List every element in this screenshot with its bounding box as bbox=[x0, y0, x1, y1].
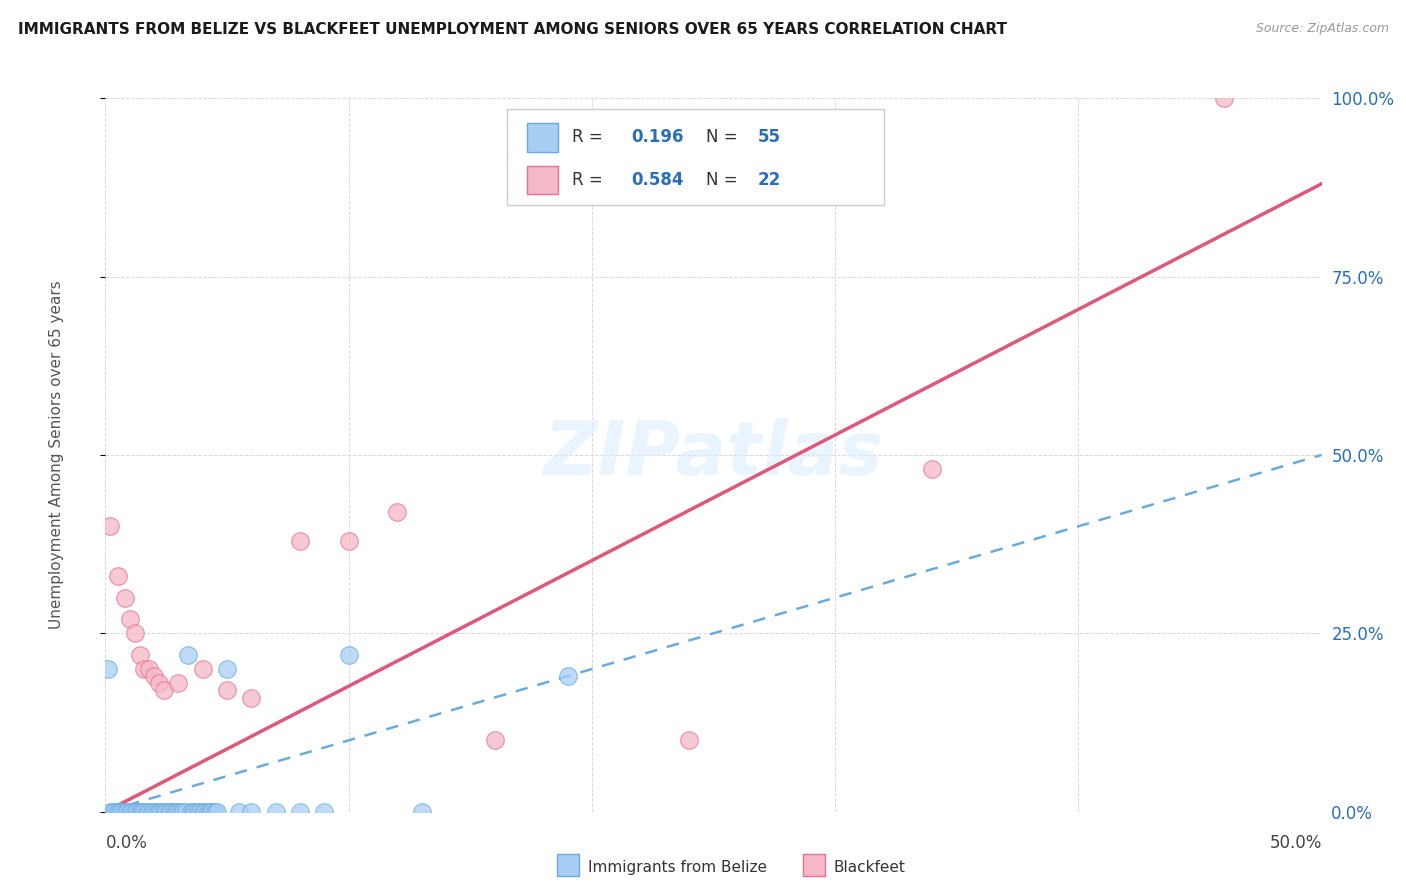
Point bbox=[162, 805, 184, 819]
Text: 22: 22 bbox=[758, 171, 780, 189]
Point bbox=[217, 683, 239, 698]
Text: IMMIGRANTS FROM BELIZE VS BLACKFEET UNEMPLOYMENT AMONG SENIORS OVER 65 YEARS COR: IMMIGRANTS FROM BELIZE VS BLACKFEET UNEM… bbox=[18, 22, 1007, 37]
Point bbox=[124, 626, 146, 640]
Point bbox=[157, 805, 180, 819]
Point bbox=[125, 805, 148, 819]
Point bbox=[114, 591, 136, 605]
Text: Blackfeet: Blackfeet bbox=[834, 860, 905, 874]
Point bbox=[198, 805, 221, 819]
Text: 55: 55 bbox=[758, 128, 780, 146]
Point bbox=[150, 805, 173, 819]
Point bbox=[138, 805, 160, 819]
Point bbox=[184, 805, 207, 819]
Point bbox=[177, 648, 200, 662]
Point bbox=[118, 612, 141, 626]
Text: N =: N = bbox=[706, 128, 744, 146]
Point bbox=[172, 805, 194, 819]
Point bbox=[204, 805, 226, 819]
Point bbox=[484, 733, 506, 747]
Point bbox=[314, 805, 336, 819]
Text: R =: R = bbox=[572, 171, 609, 189]
Point bbox=[134, 662, 156, 676]
Point bbox=[141, 805, 163, 819]
Point bbox=[143, 669, 166, 683]
Point bbox=[264, 805, 287, 819]
Text: R =: R = bbox=[572, 128, 609, 146]
Point bbox=[288, 533, 311, 548]
Point bbox=[118, 805, 141, 819]
Point bbox=[921, 462, 943, 476]
Text: N =: N = bbox=[706, 171, 744, 189]
Y-axis label: Unemployment Among Seniors over 65 years: Unemployment Among Seniors over 65 years bbox=[49, 281, 65, 629]
Point bbox=[167, 805, 190, 819]
Point bbox=[188, 805, 211, 819]
Point bbox=[111, 805, 134, 819]
Point bbox=[165, 805, 187, 819]
Point bbox=[104, 805, 127, 819]
Point bbox=[145, 805, 167, 819]
Point bbox=[124, 805, 146, 819]
Point bbox=[148, 805, 170, 819]
Point bbox=[131, 805, 153, 819]
Point bbox=[240, 690, 263, 705]
Text: 50.0%: 50.0% bbox=[1270, 834, 1322, 852]
Point bbox=[101, 805, 124, 819]
Point bbox=[678, 733, 700, 747]
Point bbox=[114, 805, 136, 819]
Point bbox=[121, 805, 143, 819]
Text: 0.584: 0.584 bbox=[631, 171, 683, 189]
Point bbox=[138, 662, 160, 676]
FancyBboxPatch shape bbox=[527, 166, 558, 194]
Point bbox=[134, 805, 156, 819]
Point bbox=[181, 805, 204, 819]
Point bbox=[107, 805, 129, 819]
FancyBboxPatch shape bbox=[527, 123, 558, 152]
Point bbox=[160, 805, 183, 819]
Point bbox=[337, 648, 360, 662]
Point bbox=[98, 805, 121, 819]
Point bbox=[557, 669, 579, 683]
Point bbox=[217, 662, 239, 676]
Point bbox=[98, 519, 121, 533]
Point bbox=[143, 805, 166, 819]
Point bbox=[191, 662, 214, 676]
Point bbox=[240, 805, 263, 819]
Point bbox=[108, 805, 131, 819]
Point bbox=[201, 805, 224, 819]
Point bbox=[228, 805, 250, 819]
Point bbox=[97, 662, 120, 676]
Text: Source: ZipAtlas.com: Source: ZipAtlas.com bbox=[1256, 22, 1389, 36]
Point bbox=[128, 805, 150, 819]
Point bbox=[197, 805, 219, 819]
Point bbox=[387, 505, 409, 519]
Point bbox=[411, 805, 433, 819]
Text: 0.196: 0.196 bbox=[631, 128, 683, 146]
Point bbox=[194, 805, 217, 819]
Point bbox=[153, 805, 176, 819]
Point bbox=[187, 805, 209, 819]
Text: ZIPatlas: ZIPatlas bbox=[544, 418, 883, 491]
Point bbox=[107, 569, 129, 583]
Text: Immigrants from Belize: Immigrants from Belize bbox=[588, 860, 766, 874]
Point bbox=[117, 805, 139, 819]
Point bbox=[155, 805, 177, 819]
Point bbox=[174, 805, 197, 819]
Point bbox=[207, 805, 229, 819]
Point bbox=[170, 805, 193, 819]
Point bbox=[148, 676, 170, 690]
Point bbox=[135, 805, 157, 819]
Text: 0.0%: 0.0% bbox=[105, 834, 148, 852]
Point bbox=[153, 683, 176, 698]
FancyBboxPatch shape bbox=[506, 109, 884, 205]
Point bbox=[288, 805, 311, 819]
Point bbox=[128, 648, 150, 662]
Point bbox=[191, 805, 214, 819]
Point bbox=[337, 533, 360, 548]
Point bbox=[180, 805, 202, 819]
Point bbox=[167, 676, 190, 690]
Point bbox=[1213, 91, 1236, 105]
